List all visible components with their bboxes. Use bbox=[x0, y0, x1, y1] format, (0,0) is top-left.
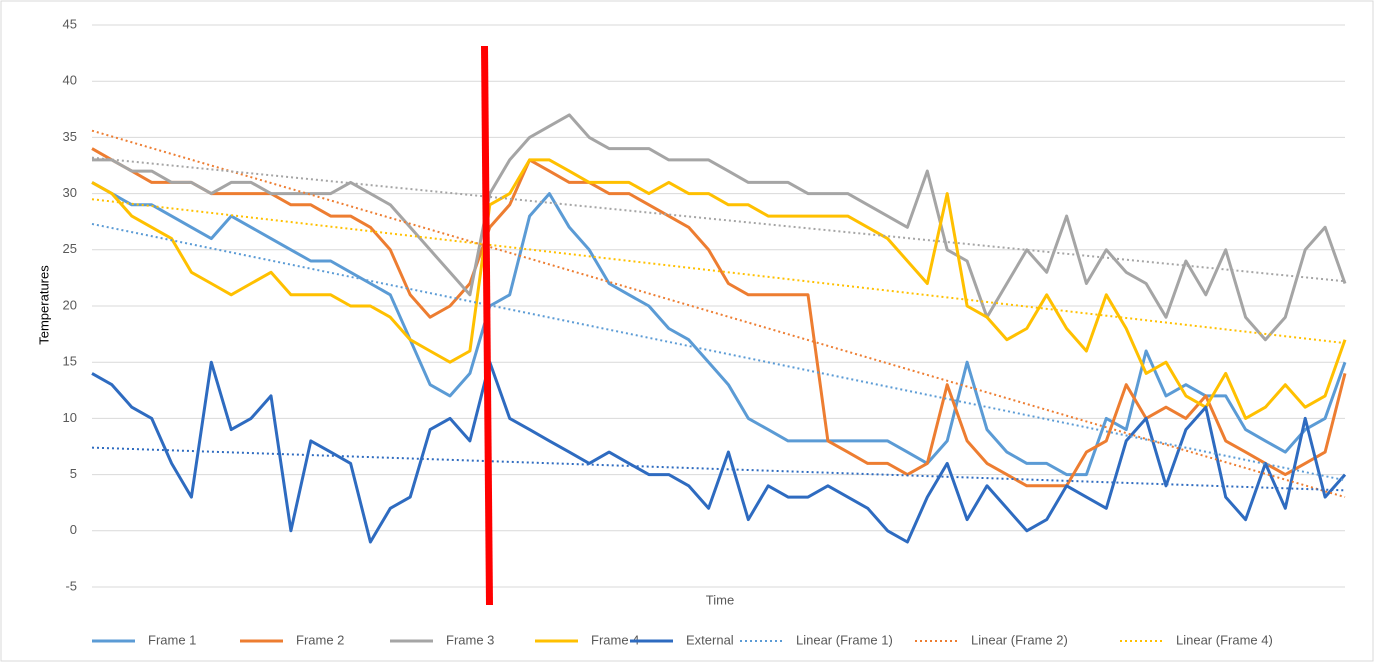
y-tick-label: 15 bbox=[63, 354, 77, 369]
marker-line bbox=[481, 46, 493, 605]
legend-label: Linear (Frame 4) bbox=[1176, 632, 1273, 647]
x-axis-label: Time bbox=[706, 592, 734, 607]
series-line bbox=[91, 158, 1347, 420]
series-line bbox=[91, 360, 1347, 544]
y-tick-label: 25 bbox=[63, 241, 77, 256]
y-tick-label: 35 bbox=[63, 129, 77, 144]
legend-label: Frame 1 bbox=[148, 632, 196, 647]
y-tick-label: -5 bbox=[65, 578, 77, 593]
y-tick-label: 20 bbox=[63, 297, 77, 312]
series-line bbox=[92, 113, 1347, 342]
y-tick-label: 0 bbox=[70, 522, 77, 537]
legend-label: External bbox=[686, 632, 734, 647]
trend-line bbox=[91, 446, 1346, 492]
plot-area bbox=[91, 113, 1347, 544]
y-tick-label: 45 bbox=[63, 16, 77, 31]
trend-line bbox=[91, 222, 1346, 482]
legend-label: Frame 4 bbox=[591, 632, 639, 647]
series-line bbox=[91, 181, 1347, 477]
legend-label: Frame 2 bbox=[296, 632, 344, 647]
y-tick-label: 30 bbox=[63, 185, 77, 200]
y-tick-label: 40 bbox=[63, 73, 77, 88]
legend-label: Linear (Frame 1) bbox=[796, 632, 893, 647]
legend-label: Frame 3 bbox=[446, 632, 494, 647]
legend-label: Linear (Frame 2) bbox=[971, 632, 1068, 647]
trend-line bbox=[91, 198, 1346, 345]
y-tick-label: 5 bbox=[70, 466, 77, 481]
series-line bbox=[91, 147, 1347, 488]
legend: Frame 1 Frame 2 Frame 3 Frame 4 External Line… bbox=[92, 632, 1273, 647]
y-tick-label: 10 bbox=[63, 410, 77, 425]
y-axis-label: Temperatures bbox=[36, 265, 51, 345]
